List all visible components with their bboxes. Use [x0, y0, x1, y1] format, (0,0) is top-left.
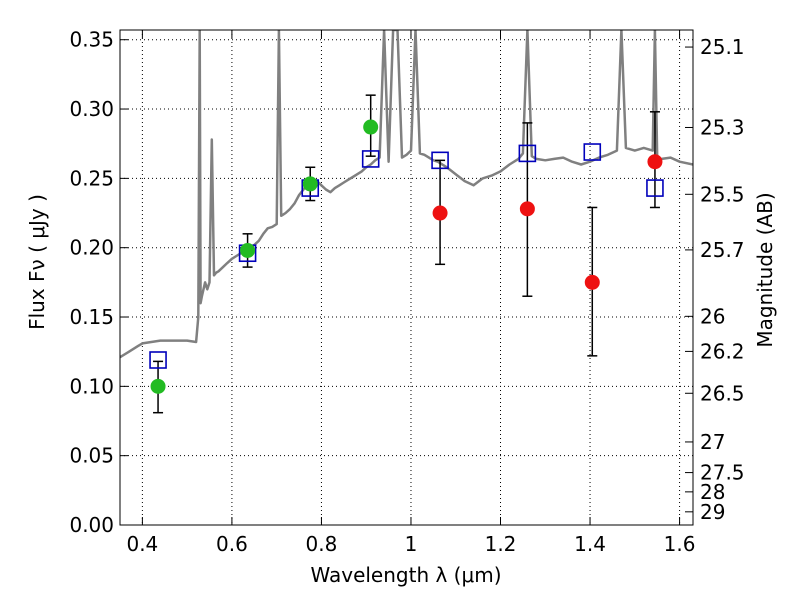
y-tick-label: 0.10 — [69, 374, 114, 398]
y-tick-label: 0.35 — [69, 28, 114, 52]
x-tick-label: 0.6 — [216, 532, 248, 556]
right-tick-label: 27.5 — [700, 461, 745, 485]
x-tick-label: 1.2 — [485, 532, 517, 556]
model-spectrum-line — [120, 30, 693, 359]
right-tick-label: 26.5 — [700, 381, 745, 405]
y-axis-label: Flux Fν ( μJy ) — [25, 194, 49, 330]
right-tick-label: 25.3 — [700, 115, 745, 139]
y-tick-label: 0.00 — [69, 513, 114, 537]
model-photometry-point — [518, 144, 537, 163]
right-tick-label: 29 — [700, 500, 725, 524]
right-tick-label: 26 — [700, 304, 725, 328]
y-tick-label: 0.25 — [69, 166, 114, 190]
right-tick-label: 25.1 — [700, 35, 745, 59]
x-axis-label: Wavelength λ (μm) — [310, 563, 501, 587]
observed-flux-point — [302, 176, 318, 192]
observed-flux-point — [432, 205, 448, 221]
x-tick-label: 0.8 — [306, 532, 338, 556]
right-tick-label: 28 — [700, 480, 725, 504]
observed-flux-point — [584, 274, 600, 290]
observed-flux-point — [519, 201, 535, 217]
x-tick-label: 1.4 — [574, 532, 606, 556]
tick-labels: 0.4 0.6 0.8 1 1.2 1.4 1.6 0.00 0.05 0.10 0.15 0.20 0… — [69, 28, 744, 556]
right-axis-label: Magnitude (AB) — [753, 192, 777, 347]
right-tick-label: 25.7 — [700, 238, 745, 262]
right-tick-label: 25.5 — [700, 182, 745, 206]
y-tick-label: 0.05 — [69, 444, 114, 468]
model-photometry-point — [646, 179, 664, 197]
observed-flux-point — [363, 119, 379, 135]
grid — [120, 30, 693, 526]
model-photometry-point — [583, 143, 602, 161]
observed-flux-point — [150, 378, 166, 394]
model-photometry-point — [361, 150, 380, 168]
x-tick-label: 1.6 — [664, 532, 696, 556]
right-tick-label: 26.2 — [700, 339, 745, 363]
plot-frame — [119, 29, 694, 526]
observed-flux-point — [647, 154, 663, 170]
model-photometry-point — [149, 351, 167, 369]
y-tick-label: 0.20 — [69, 236, 114, 260]
y-tick-label: 0.15 — [69, 305, 114, 329]
ticks — [120, 30, 693, 526]
observed-flux-point — [240, 242, 256, 258]
model-photometry-point — [431, 151, 449, 170]
x-tick-label: 1 — [405, 532, 418, 556]
x-tick-label: 0.4 — [126, 532, 158, 556]
y-tick-label: 0.30 — [69, 97, 114, 121]
right-tick-label: 27 — [700, 430, 725, 454]
plot-area — [120, 30, 693, 414]
